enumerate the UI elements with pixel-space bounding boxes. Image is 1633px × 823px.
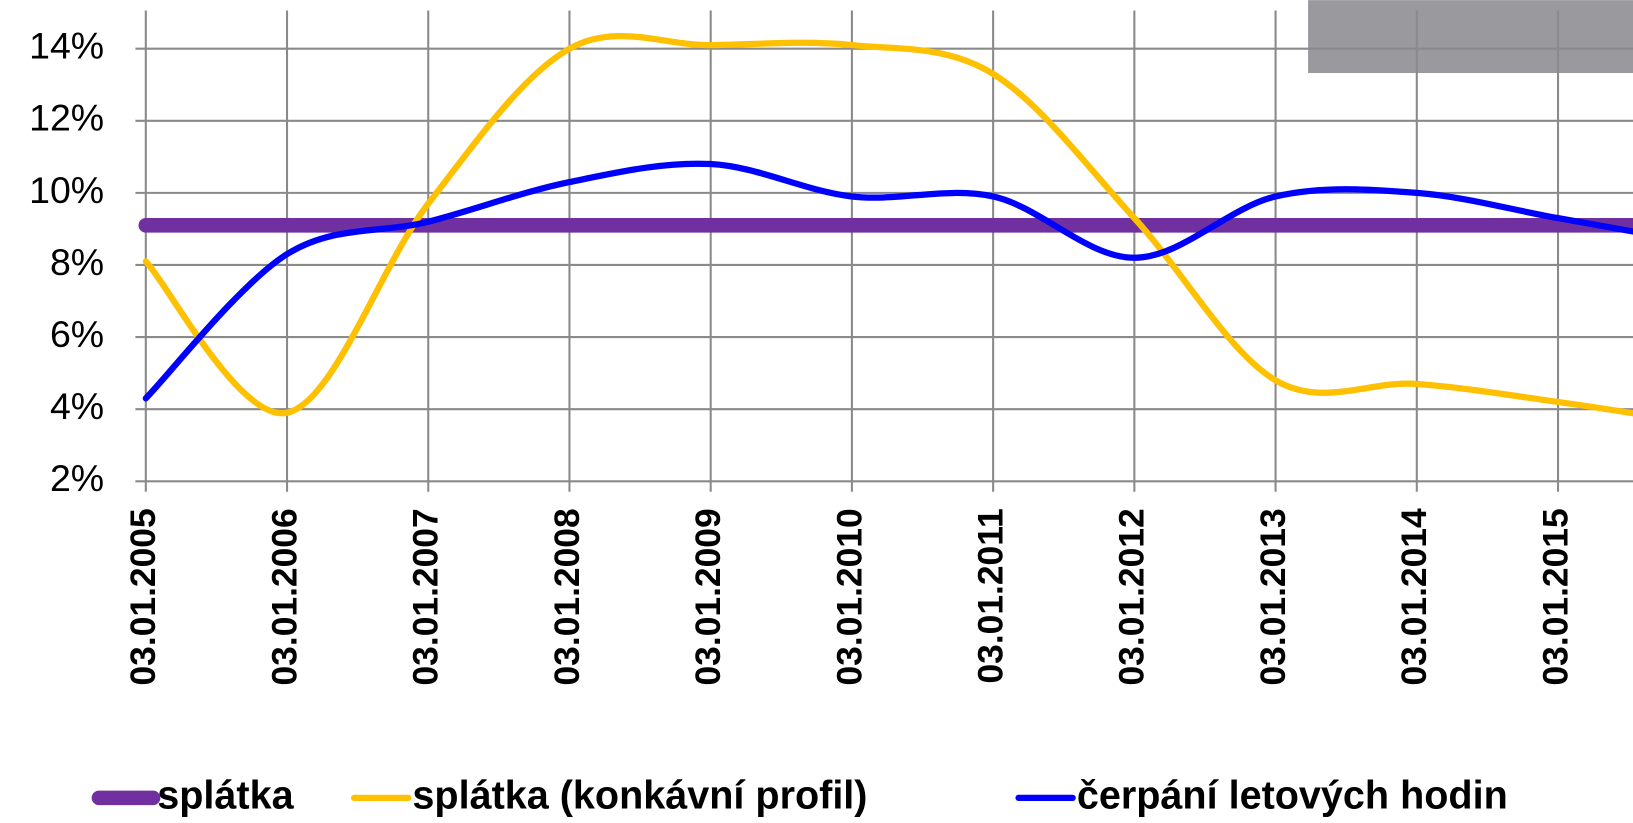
y-tick-label: 6% [50, 313, 104, 355]
grid [135, 10, 1633, 492]
x-tick-label: 03.01.2015 [1535, 508, 1575, 685]
y-tick-label: 4% [50, 385, 104, 427]
legend-label: čerpání letových hodin [1077, 773, 1508, 817]
series-line [142, 32, 1633, 417]
x-tick-label: 03.01.2007 [406, 508, 446, 685]
x-tick-label: 03.01.2012 [1112, 508, 1152, 685]
x-tick-label: 03.01.2010 [829, 508, 869, 685]
legend-label: splátka [157, 773, 294, 817]
plot-area [138, 32, 1633, 417]
legend-label: splátka (konkávní profil) [412, 773, 867, 817]
y-tick-label: 10% [29, 169, 104, 211]
x-tick-label: 03.01.2011 [970, 508, 1010, 683]
overlay-box [1308, 0, 1633, 74]
series-line [142, 160, 1633, 402]
x-tick-label: 03.01.2013 [1253, 508, 1293, 685]
x-tick-label: 03.01.2005 [123, 508, 163, 685]
y-tick-label: 8% [50, 241, 104, 283]
labels: 2% 4% 6% 8% 10% 12% 14% 03.01.2005 03.01.2006 03.… [29, 25, 1575, 818]
x-tick-label: 03.01.2009 [688, 508, 728, 685]
x-tick-label: 03.01.2006 [264, 508, 304, 685]
y-tick-label: 14% [29, 25, 104, 67]
x-tick-label: 03.01.2008 [547, 508, 587, 685]
x-tick-label: 03.01.2014 [1394, 508, 1434, 685]
y-tick-label: 2% [50, 457, 104, 499]
y-tick-label: 12% [29, 97, 104, 139]
